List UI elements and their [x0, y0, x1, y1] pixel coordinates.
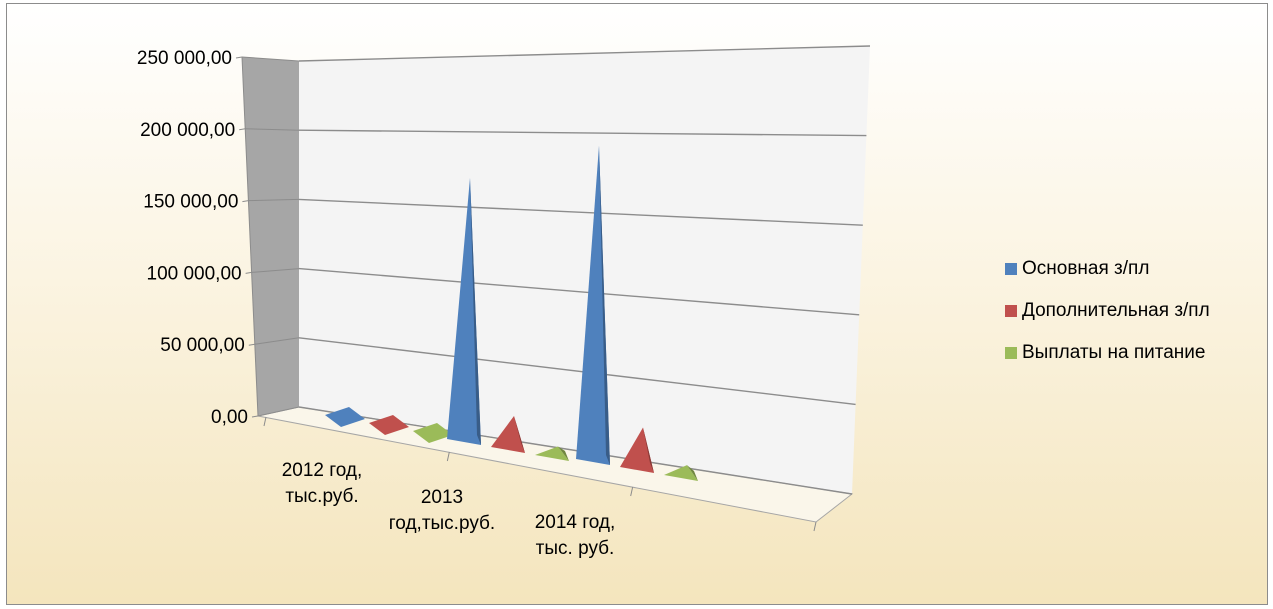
pyramid-1-cat-2-side [470, 177, 481, 445]
pyramid-1-cat-1 [325, 407, 365, 427]
pyramid-3-cat-2-side [558, 446, 569, 461]
pyramid-2-cat-3-side [643, 427, 654, 473]
gridline [298, 45, 871, 62]
pyramid-3-cat-1 [413, 423, 453, 443]
pyramid-2-cat-1 [369, 415, 409, 435]
y-tick-mark [248, 343, 255, 346]
x-category-label: 2013 год,тыс.руб. [389, 487, 495, 534]
gridline [298, 129, 867, 137]
legend-swatch [1005, 305, 1017, 317]
gridline [298, 337, 856, 406]
side-gridline [257, 406, 300, 417]
gridline [298, 267, 860, 316]
y-tick-label: 200 000,00 [140, 120, 235, 141]
x-tick-mark [446, 451, 450, 462]
legend-label: Выплаты на питание [1022, 342, 1205, 363]
legend-label: Основная з/пл [1022, 258, 1149, 279]
side-gridline [251, 268, 300, 273]
side-wall [242, 57, 299, 416]
side-gridline [254, 337, 300, 345]
y-tick-label: 50 000,00 [160, 335, 245, 356]
pyramid-3-cat-3-side [687, 465, 698, 481]
pyramid-3-cat-3 [664, 465, 698, 481]
y-axis-line [241, 56, 259, 417]
side-gridline [245, 128, 300, 131]
y-tick-label: 150 000,00 [143, 192, 238, 213]
y-tick-mark [242, 200, 249, 203]
pyramid-1-cat-3-side [599, 145, 610, 465]
x-tick-mark [630, 486, 634, 497]
x-tick-mark [263, 416, 267, 427]
x-category-label: 2012 год, тыс.руб. [282, 460, 363, 507]
y-tick-label: 100 000,00 [147, 263, 242, 284]
legend-swatch [1005, 263, 1017, 275]
y-tick-label: 0,00 [211, 407, 248, 428]
y-tick-mark [239, 128, 246, 131]
y-tick-mark [245, 271, 252, 274]
side-gridline [241, 56, 300, 62]
x-tick-mark [813, 521, 817, 532]
y-tick-mark [251, 415, 259, 418]
gridline [298, 198, 863, 226]
x-category-label: 2014 год, тыс. руб. [535, 512, 616, 559]
legend-label: Дополнительная з/пл [1022, 300, 1210, 321]
pyramid-chart: 0,00 50 000,00 100 000,00 150 000,00 200 000… [137, 45, 1210, 559]
chart-area: 0,00 50 000,00 100 000,00 150 000,00 200 000… [6, 3, 1268, 605]
back-wall [299, 46, 870, 494]
y-tick-label: 250 000,00 [137, 48, 232, 69]
legend-swatch [1005, 347, 1017, 359]
pyramid-3-cat-2 [535, 446, 569, 461]
y-tick-mark [235, 56, 243, 59]
pyramid-2-cat-2-side [514, 415, 525, 453]
side-gridline [248, 198, 300, 202]
